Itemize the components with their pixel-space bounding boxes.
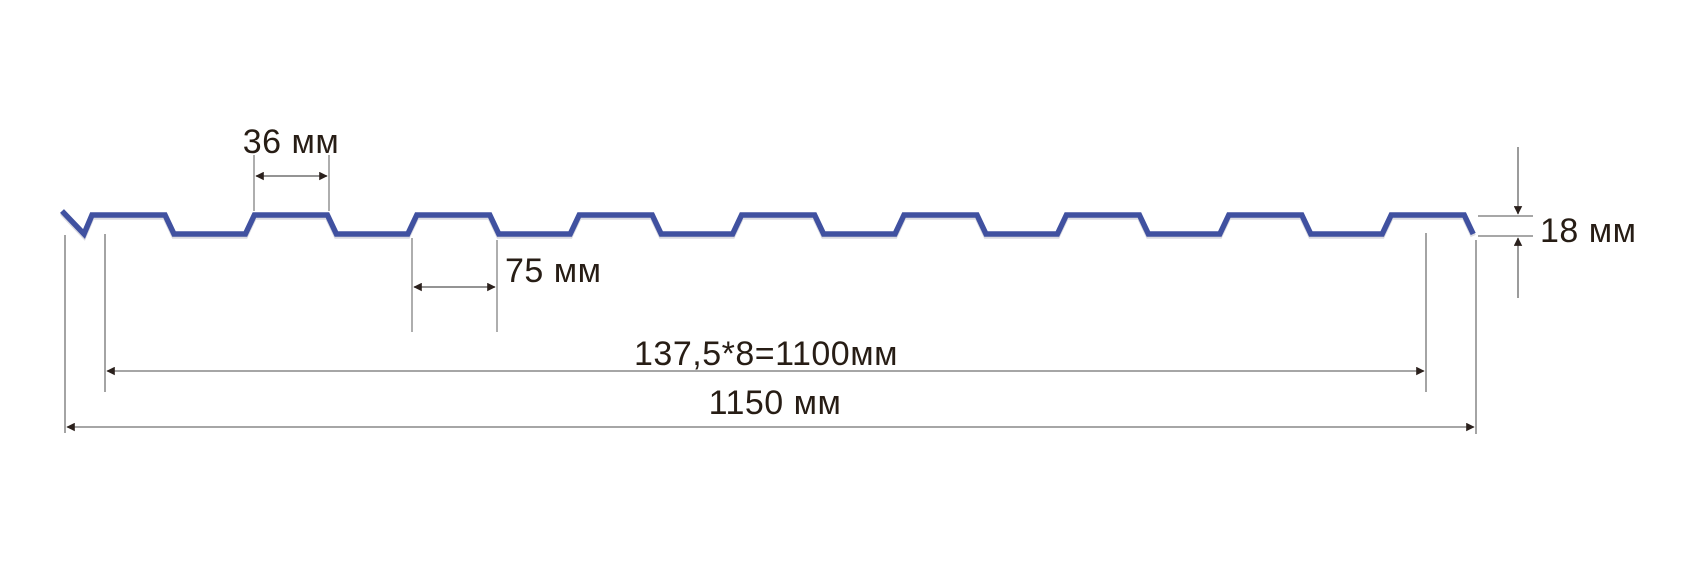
dimension-75mm	[411, 238, 498, 332]
dimension-1150mm	[64, 235, 1477, 434]
dimension-1100mm	[104, 233, 1427, 392]
crest-top-width-label: 36 мм	[242, 123, 340, 161]
overall-width-label: 1150 мм	[708, 384, 842, 422]
dimension-18mm	[1478, 147, 1533, 298]
working-width-label: 137,5*8=1100мм	[634, 335, 898, 373]
dimension-36mm	[253, 155, 330, 211]
profile-height-label: 18 мм	[1540, 212, 1637, 250]
sheet-profile-outline	[60, 209, 1476, 239]
crest-base-width-label: 75 мм	[505, 252, 602, 290]
